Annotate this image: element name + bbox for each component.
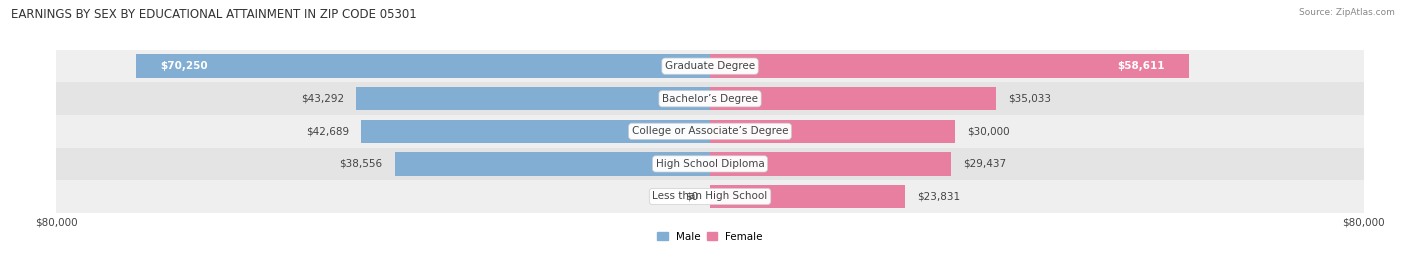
Text: $42,689: $42,689 <box>305 126 349 136</box>
Text: EARNINGS BY SEX BY EDUCATIONAL ATTAINMENT IN ZIP CODE 05301: EARNINGS BY SEX BY EDUCATIONAL ATTAINMEN… <box>11 8 418 21</box>
Text: $38,556: $38,556 <box>340 159 382 169</box>
Bar <box>56 180 1364 213</box>
Bar <box>56 83 1364 115</box>
Legend: Male, Female: Male, Female <box>652 228 768 246</box>
Bar <box>395 152 710 176</box>
Bar <box>710 185 905 208</box>
Bar <box>356 87 710 110</box>
Bar <box>56 148 1364 180</box>
Bar <box>710 120 955 143</box>
Text: $70,250: $70,250 <box>160 61 208 71</box>
Text: Less than High School: Less than High School <box>652 191 768 202</box>
Text: $30,000: $30,000 <box>967 126 1010 136</box>
Bar <box>361 120 710 143</box>
Bar <box>136 54 710 78</box>
Bar <box>56 115 1364 148</box>
Text: Graduate Degree: Graduate Degree <box>665 61 755 71</box>
Text: $58,611: $58,611 <box>1116 61 1164 71</box>
Text: $35,033: $35,033 <box>1008 94 1052 104</box>
Text: College or Associate’s Degree: College or Associate’s Degree <box>631 126 789 136</box>
Text: $43,292: $43,292 <box>301 94 344 104</box>
Text: Source: ZipAtlas.com: Source: ZipAtlas.com <box>1299 8 1395 17</box>
Text: $29,437: $29,437 <box>963 159 1005 169</box>
Text: $0: $0 <box>685 191 697 202</box>
Text: $23,831: $23,831 <box>917 191 960 202</box>
Bar <box>710 87 997 110</box>
Bar <box>56 50 1364 83</box>
Bar <box>710 152 950 176</box>
Text: Bachelor’s Degree: Bachelor’s Degree <box>662 94 758 104</box>
Bar <box>710 54 1189 78</box>
Text: High School Diploma: High School Diploma <box>655 159 765 169</box>
